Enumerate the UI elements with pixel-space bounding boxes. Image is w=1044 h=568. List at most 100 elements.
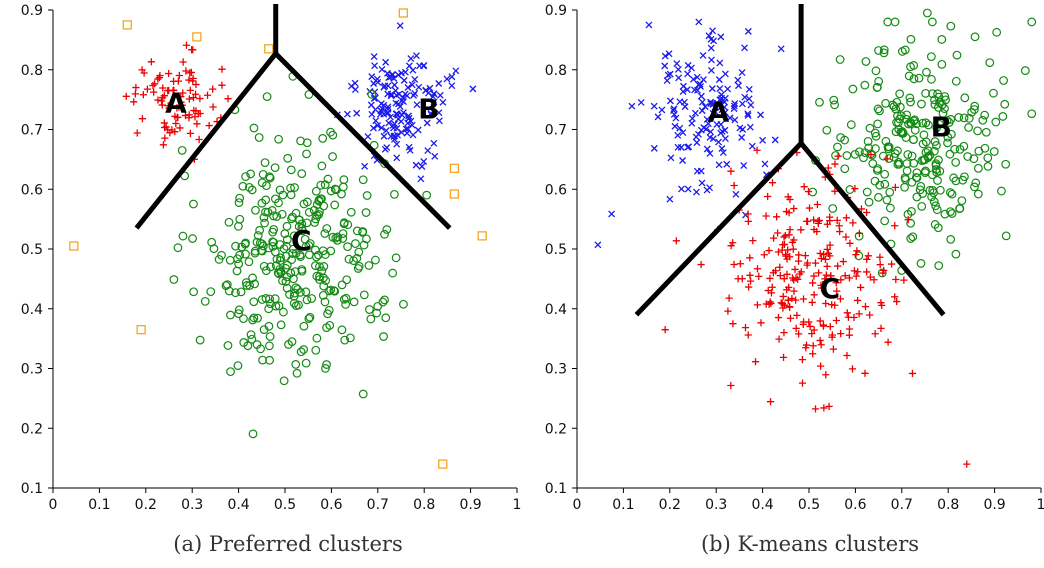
point-c: [268, 242, 278, 251]
point-c: [822, 299, 830, 308]
point-c: [247, 334, 257, 344]
point-c: [234, 259, 244, 269]
point-c: [279, 376, 289, 386]
point-c: [768, 283, 776, 291]
point-a: [175, 71, 183, 80]
point-b: [929, 197, 939, 206]
point-c: [822, 271, 830, 279]
point-c: [809, 342, 817, 350]
cluster-label-a: A: [165, 87, 187, 120]
point-b: [874, 76, 884, 86]
point-c: [855, 310, 863, 318]
point-b: [412, 161, 420, 169]
point-a: [718, 145, 726, 152]
point-c: [801, 252, 810, 260]
point-c: [244, 182, 254, 192]
point-b: [931, 201, 941, 211]
point-c: [839, 257, 847, 266]
point-c: [358, 389, 368, 399]
point-b: [909, 74, 919, 84]
point-c: [820, 404, 828, 412]
point-b: [927, 17, 937, 27]
point-c: [892, 275, 900, 284]
point-a: [169, 86, 177, 95]
point-b: [400, 76, 408, 84]
point-b: [390, 135, 398, 143]
point-c: [260, 158, 270, 168]
point-c: [815, 269, 823, 277]
point-b: [999, 76, 1008, 85]
point-c: [325, 320, 335, 330]
point-b: [917, 99, 926, 109]
point-b: [353, 109, 361, 117]
point-c: [823, 220, 832, 228]
point-b: [842, 151, 852, 160]
point-b: [942, 116, 952, 125]
point-c: [367, 89, 377, 99]
point-a: [707, 66, 715, 74]
point-a: [695, 18, 703, 26]
point-c: [188, 234, 197, 243]
point-c: [305, 312, 315, 322]
point-a: [182, 41, 191, 49]
x-tick-label: 0.6: [320, 497, 342, 513]
point-b: [413, 52, 420, 60]
point-b: [959, 141, 969, 151]
y-tick-label: 0.6: [21, 182, 43, 198]
point-b: [835, 55, 845, 64]
point-c: [382, 225, 392, 234]
point-c: [753, 146, 761, 154]
point-b: [861, 57, 871, 66]
y-tick-label: 0.8: [545, 63, 567, 79]
point-c: [323, 174, 333, 184]
point-c: [252, 340, 262, 349]
point-c: [301, 358, 311, 368]
point-c: [768, 179, 777, 187]
point-c: [904, 216, 912, 224]
point-b: [394, 71, 402, 79]
point-b: [439, 98, 447, 106]
point-c: [200, 296, 210, 306]
point-b: [954, 113, 964, 122]
point-c: [310, 218, 320, 227]
point-b: [879, 48, 889, 58]
point-c: [272, 212, 282, 221]
point-noise: [449, 163, 460, 173]
point-c: [344, 254, 354, 264]
point-c: [757, 319, 765, 327]
x-tick-label: 0.6: [844, 497, 866, 513]
point-c: [764, 192, 772, 201]
point-c: [836, 295, 845, 303]
point-a: [703, 145, 711, 153]
x-tick-label: 0.8: [937, 497, 959, 513]
point-b: [918, 118, 928, 128]
point-c: [871, 330, 879, 338]
point-b: [916, 181, 926, 191]
point-c: [753, 265, 762, 273]
point-c: [751, 358, 760, 366]
point-b: [985, 58, 995, 68]
point-a: [706, 184, 714, 192]
point-c: [226, 367, 235, 377]
point-b: [931, 165, 941, 174]
point-c: [241, 278, 251, 287]
point-a: [174, 113, 182, 122]
point-a: [757, 111, 765, 119]
point-a: [666, 70, 674, 78]
point-a: [699, 52, 707, 59]
point-b: [430, 139, 438, 147]
point-a: [159, 84, 167, 92]
point-c: [319, 262, 329, 271]
point-a: [718, 106, 726, 114]
y-tick-label: 0.4: [545, 302, 567, 318]
point-b: [997, 186, 1006, 196]
point-c: [330, 200, 340, 210]
point-b: [894, 124, 904, 134]
point-b: [435, 80, 443, 87]
point-c: [810, 291, 818, 299]
point-b: [374, 122, 382, 129]
point-c: [226, 310, 235, 320]
point-c: [795, 251, 803, 259]
point-c: [315, 262, 324, 272]
point-c: [173, 243, 183, 253]
